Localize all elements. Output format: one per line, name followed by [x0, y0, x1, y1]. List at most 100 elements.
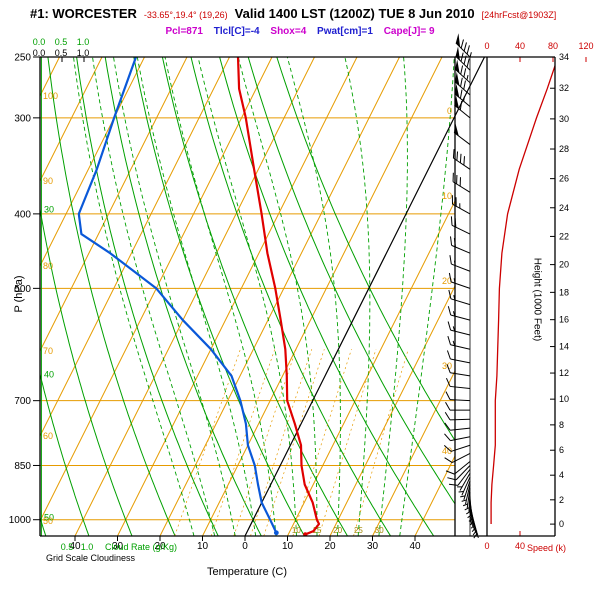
temp-tick-label: 30 [367, 541, 379, 552]
isotherm-line [287, 199, 455, 536]
cloud-rate-bottom-tick: 1.0 [80, 542, 94, 552]
station-title: #1: WORCESTER [30, 6, 137, 21]
temp-tick-label: 30 [112, 541, 124, 552]
height-tick-label: 8 [559, 420, 564, 430]
wind-barb [445, 391, 471, 402]
mixing-ratio-line [250, 349, 313, 536]
wind-barb [453, 122, 471, 145]
wind-barb [444, 433, 471, 442]
wind-barb [454, 83, 471, 107]
cloud-rate-scale: 0.0 0.5 1.0 [28, 37, 94, 47]
isotherm-edge-label: 70 [43, 346, 53, 356]
wind-barb [449, 255, 471, 272]
wind-barb [448, 272, 471, 289]
isotherm-edge-label: 50 [43, 516, 53, 526]
wind-barb [461, 484, 471, 505]
mixing-ratio-line [233, 349, 297, 536]
speed-tick-label: 0 [484, 41, 489, 51]
isotherm-edge-label: 80 [43, 261, 53, 271]
speed-tick-label: 120 [578, 41, 593, 51]
isotherm-edge-label: 100 [43, 91, 58, 101]
param-pcl: Pcl=871 [165, 26, 203, 37]
temperature-axis-label: Temperature (C) [206, 566, 288, 578]
pressure-tick-label: 400 [14, 209, 31, 220]
dry-adiabat-line [161, 57, 348, 536]
moist-adiabat-line [378, 57, 408, 536]
temperature-curve [236, 57, 321, 536]
moist-adiabat-line [73, 57, 195, 536]
isotherm-line [372, 369, 455, 536]
speed-axis-label: Speed (k) [527, 543, 567, 553]
param-cape: Cape[J]= 9 [383, 26, 435, 37]
dry-adiabat-line [40, 206, 133, 536]
speed-tick-label: 40 [515, 41, 525, 51]
speed-panel [490, 63, 555, 524]
height-tick-label: 24 [559, 203, 569, 213]
wind-barb [464, 491, 471, 512]
isotherm-line [117, 57, 358, 536]
title-bar: #1: WORCESTER -33.65°,19.4° (19,26) Vali… [30, 6, 596, 21]
height-tick-label: 20 [559, 260, 569, 270]
pressure-tick-label: 1000 [9, 515, 32, 526]
dry-adiabat-line [104, 57, 262, 536]
height-tick-label: 32 [559, 83, 569, 93]
isotherm-line [40, 57, 230, 438]
adiabat-edge-label: 50 [44, 513, 54, 523]
pressure-tick-label: 500 [14, 284, 31, 295]
cloud-rate-label: Cloud Rate (g/Kg) [105, 542, 178, 552]
isotherm-line [40, 57, 188, 353]
height-tick-label: 14 [559, 342, 569, 352]
wind-barb [458, 476, 471, 496]
dry-adiabat-line [247, 57, 455, 505]
moist-adiabat-label: 25 [354, 526, 363, 535]
pressure-axis-label: P (hPa) [13, 275, 25, 313]
height-tick-label: 16 [559, 315, 569, 325]
dry-adiabat-line [219, 57, 435, 536]
height-axis-label: Height (1000 Feet) [531, 257, 543, 342]
wind-barb [452, 149, 471, 170]
wind-barb [443, 444, 471, 452]
cloud-rate-bottom-scale: 0.5 1.0 Cloud Rate (g/Kg) [57, 542, 177, 552]
isotherm-edge-label: 0 [447, 106, 452, 116]
cloud-rate-bottom-tick: 0.5 [60, 542, 74, 552]
dry-adiabat-line [276, 57, 455, 442]
forecast-tag: [24hrFcst@1903Z] [481, 10, 557, 20]
grid-cloudiness-label: Grid Scale Cloudiness [46, 553, 136, 563]
grid-cloud-tick: 1.0 [76, 48, 90, 58]
height-tick-label: 28 [559, 144, 569, 154]
height-tick-label: 6 [559, 445, 564, 455]
wind-barb [447, 306, 471, 321]
wind-barb [462, 488, 471, 509]
pressure-tick-label: 300 [14, 113, 31, 124]
isotherm-line [414, 454, 455, 536]
dry-adiabat-line [47, 57, 176, 536]
freezing-line-layer [244, 57, 486, 536]
isotherm-edge-label: 30 [442, 361, 452, 371]
dry-adiabat-line [190, 57, 392, 536]
speed-tick-label: 0 [484, 541, 489, 551]
temp-tick-label: 0 [242, 541, 248, 552]
isotherm-edge-label: 20 [442, 276, 452, 286]
moist-adiabat-line [344, 57, 371, 536]
background-grid [40, 57, 455, 536]
dewpoint-curve [77, 57, 278, 534]
moist-adiabat-line [113, 57, 236, 536]
height-tick-label: 22 [559, 231, 569, 241]
surface-dewpoint-dot [273, 530, 279, 536]
temp-tick-label: 40 [409, 541, 421, 552]
wind-barb [444, 422, 471, 431]
wind-barb [444, 412, 471, 421]
height-tick-label: 30 [559, 114, 569, 124]
moist-adiabat-line [197, 57, 297, 536]
valid-time-title: Valid 1400 LST (1200Z) TUE 8 Jun 2010 [234, 6, 475, 21]
height-tick-label: 34 [559, 52, 569, 62]
temp-tick-label: 10 [282, 541, 294, 552]
wind-barb [455, 33, 472, 58]
param-shox: Shox=4 [270, 26, 307, 37]
height-tick-label: 18 [559, 287, 569, 297]
wind-barb [447, 321, 471, 336]
wind-barb [445, 461, 471, 475]
mixing-ratio-line [263, 349, 325, 536]
temp-tick-label: 20 [324, 541, 336, 552]
